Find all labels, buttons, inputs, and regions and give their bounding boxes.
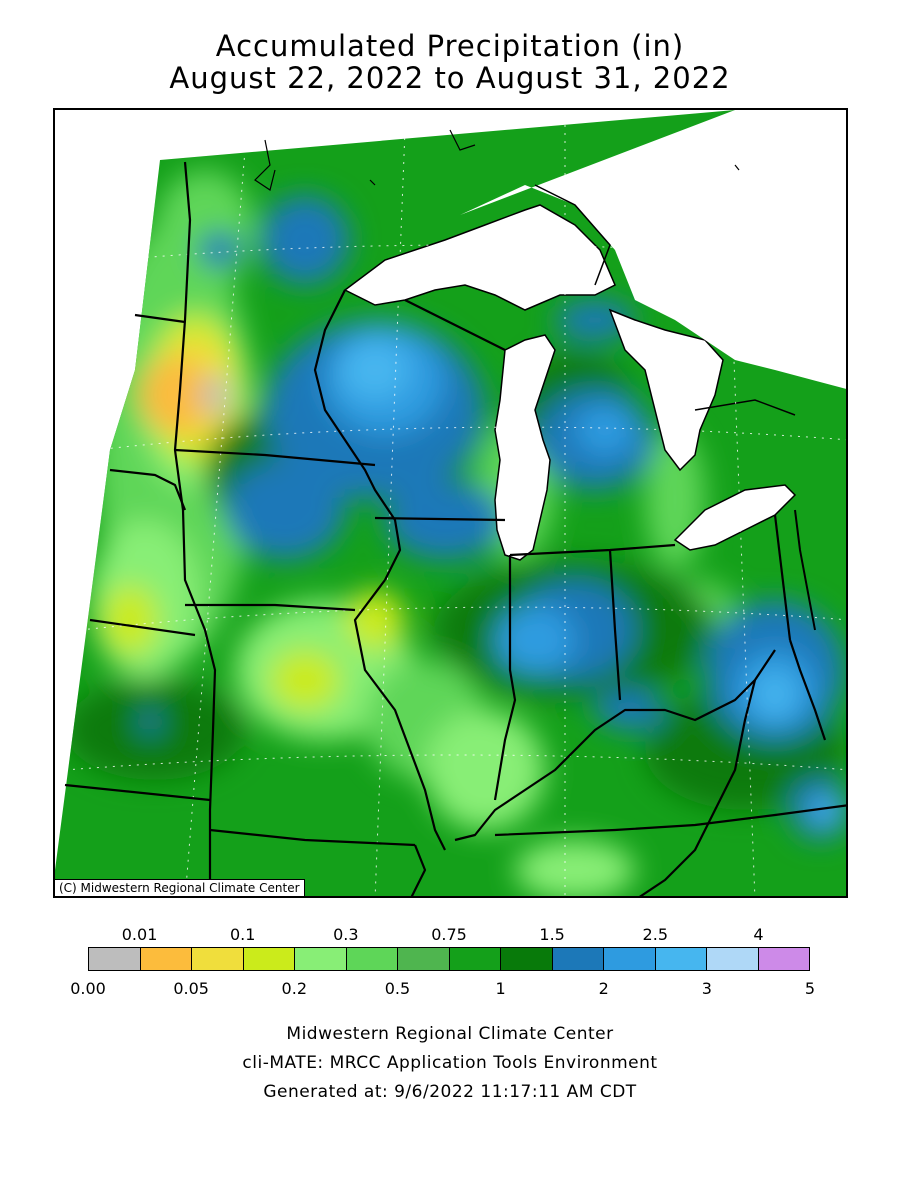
- footer: Midwestern Regional Climate Center cli-M…: [0, 1020, 900, 1107]
- legend-swatch: [295, 948, 347, 970]
- legend-bottom-label: 2: [598, 979, 609, 998]
- legend-color-bar: [88, 947, 810, 971]
- legend-bottom-label: 0.00: [70, 979, 106, 998]
- lake-michigan: [494, 334, 556, 561]
- legend-swatch: [243, 948, 295, 970]
- footer-org: Midwestern Regional Climate Center: [286, 1024, 614, 1044]
- lake-erie: [673, 484, 797, 551]
- legend-top-label: 4: [753, 925, 764, 944]
- legend-bottom-label: 3: [701, 979, 712, 998]
- legend-swatch: [192, 948, 244, 970]
- canada-region: [460, 110, 846, 389]
- legend-bottom-label: 0.5: [384, 979, 411, 998]
- copyright-note: (C) Midwestern Regional Climate Center: [55, 879, 305, 896]
- legend-swatch: [758, 948, 809, 970]
- legend-swatch: [552, 948, 604, 970]
- legend-top-label: 0.1: [229, 925, 256, 944]
- legend-bottom-label: 0.2: [281, 979, 308, 998]
- legend-swatch: [655, 948, 707, 970]
- lake-huron: [608, 308, 724, 472]
- legend-top-label: 2.5: [642, 925, 669, 944]
- legend-top-label: 1.5: [539, 925, 565, 944]
- legend-bottom-label: 0.05: [173, 979, 209, 998]
- title-line-2: August 22, 2022 to August 31, 2022: [169, 61, 731, 95]
- legend-top-label: 0.75: [431, 925, 467, 944]
- legend-swatch: [140, 948, 192, 970]
- color-legend: 0.01 0.1 0.3 0.75 1.5 2.5 4 0.00 0.05 0.2 0.5 1 2 3 5: [70, 925, 815, 1000]
- legend-swatch: [398, 948, 450, 970]
- legend-swatch: [604, 948, 656, 970]
- great-lakes: [343, 204, 797, 561]
- precipitation-map: (C) Midwestern Regional Climate Center: [53, 108, 848, 898]
- footer-generated: Generated at: 9/6/2022 11:17:11 AM CDT: [263, 1082, 637, 1102]
- canada-coastline: [534, 184, 796, 416]
- legend-swatch: [501, 948, 553, 970]
- legend-swatch: [346, 948, 398, 970]
- footer-tool: cli-MATE: MRCC Application Tools Environ…: [242, 1053, 658, 1073]
- legend-swatch: [89, 948, 141, 970]
- legend-swatch: [707, 948, 759, 970]
- legend-swatch: [449, 948, 501, 970]
- pa-border: [794, 509, 816, 631]
- title-line-1: Accumulated Precipitation (in): [215, 29, 685, 63]
- legend-top-label: 0.01: [121, 925, 158, 944]
- legend-bottom-label: 1: [495, 979, 506, 998]
- map-title: Accumulated Precipitation (in) August 22…: [0, 30, 900, 94]
- shoreline-detail: [254, 129, 740, 191]
- map-canvas: [55, 110, 846, 896]
- state-boundaries: [64, 161, 846, 896]
- legend-bottom-label: 5: [804, 979, 816, 998]
- lake-superior: [343, 204, 616, 311]
- legend-top-label: 0.3: [333, 925, 359, 944]
